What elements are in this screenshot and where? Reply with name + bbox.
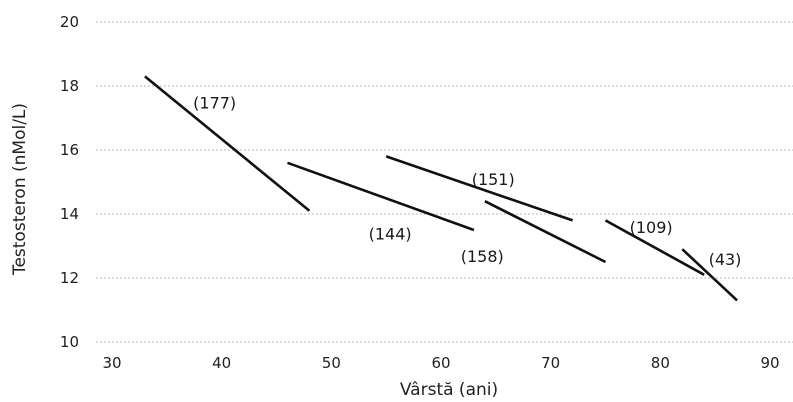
y-tick-labels: 10 12 14 16 18 20 (60, 13, 79, 351)
series-segment (681, 248, 738, 302)
y-tick-label: 18 (60, 77, 79, 95)
y-tick-label: 10 (60, 333, 79, 351)
x-tick-label: 30 (102, 354, 121, 372)
series-segment (144, 75, 311, 212)
series-label: (43) (709, 250, 742, 269)
x-tick-label: 70 (541, 354, 560, 372)
y-axis-title: Testosteron (nMol/L) (10, 103, 30, 276)
series-labels: (177) (144) (151) (158) (109) (43) (193, 93, 741, 269)
series-segment (385, 155, 574, 222)
series-layer (144, 75, 738, 302)
x-tick-label: 40 (212, 354, 231, 372)
x-tick-label: 60 (431, 354, 450, 372)
x-tick-label: 80 (651, 354, 670, 372)
y-tick-label: 14 (60, 205, 79, 223)
series-segment (484, 200, 607, 264)
y-tick-label: 16 (60, 141, 79, 159)
series-label: (109) (630, 218, 673, 237)
series-label: (144) (369, 225, 412, 244)
series-label: (151) (472, 170, 515, 189)
x-tick-label: 90 (760, 354, 779, 372)
x-axis-title: Vârstă (ani) (400, 380, 498, 400)
series-label: (158) (461, 247, 504, 266)
grid-layer (96, 21, 793, 343)
series-segment (287, 161, 475, 232)
x-tick-label: 50 (322, 354, 341, 372)
x-tick-labels: 30 40 50 60 70 80 90 (102, 354, 779, 372)
y-tick-label: 20 (60, 13, 79, 31)
series-segment (604, 219, 705, 276)
y-tick-label: 12 (60, 269, 79, 287)
series-label: (177) (193, 93, 236, 112)
